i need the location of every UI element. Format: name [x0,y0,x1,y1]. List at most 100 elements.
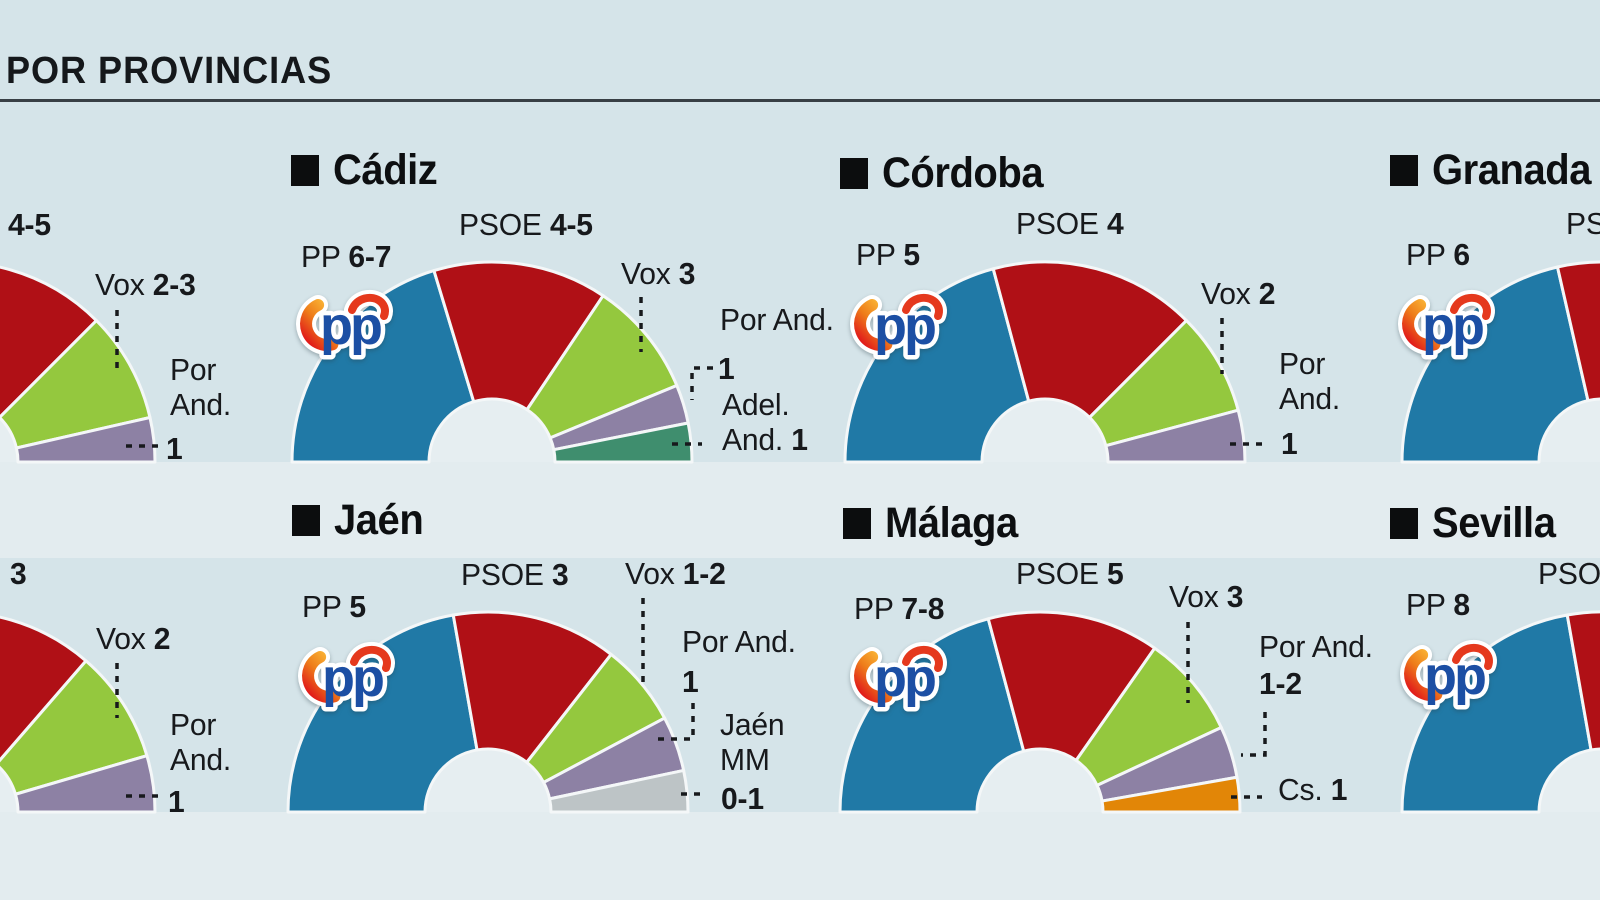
jaen-label-5: Jaén MM [720,707,785,778]
jaen-segment-pp [286,613,479,814]
cordoba-label-3: Por And. [1279,346,1340,416]
granada-donut-hole [1539,399,1600,462]
jaen-segment-jae-n-mm [548,768,690,814]
province-title-jaen: Jaén [292,496,430,545]
sevilla-segment-psoe [1565,610,1600,752]
malaga-leader-line-1 [1241,712,1267,757]
malaga-label-5: Cs. 1 [1278,772,1347,807]
svg-text:pp: pp [322,648,383,708]
sevilla-label-1: PSO [1538,556,1600,591]
title-square-icon [291,155,319,186]
huelva-segment-psoe [0,615,88,763]
seat-count: 1 [682,664,699,699]
party-name: PP [1406,237,1454,272]
party-name: PP [301,239,349,274]
party-name: Por [1279,346,1326,381]
malaga-segment-psoe [986,610,1157,762]
party-name: Jaén [720,707,785,742]
seat-count: 0-1 [721,781,764,816]
province-title-text: Cádiz [333,146,438,194]
party-name: Por [170,707,217,742]
almeria-label-1: Vox 2-3 [95,267,196,302]
party-name: Por [170,352,217,387]
sevilla-segment-pp [1400,613,1593,814]
cadiz-label-2: Vox 3 [621,256,695,291]
huelva-label-0: 3 [10,556,27,591]
party-name: Por And. [1259,629,1373,664]
party-name: PS [1566,206,1600,241]
granada-pp-logo: pp pp [1398,289,1495,360]
malaga-donut-hole [977,749,1103,812]
granada-segment-psoe [1556,260,1600,403]
cadiz-pp-logo: pp pp [296,289,393,360]
cadiz-leader-line-1 [690,366,713,400]
cordoba-pp-logo: pp pp [850,289,947,360]
seat-count: 4 [1106,206,1124,241]
cordoba-segment-pp [843,267,1031,464]
seat-count: 2 [153,621,171,656]
svg-text:pp: pp [320,296,381,356]
title-square-icon [843,508,871,539]
huelva-donut-hole [0,768,18,812]
province-title-cadiz: Cádiz [291,146,445,195]
svg-text:pp: pp [874,648,935,708]
seat-count: 3 [678,256,696,291]
seat-count: 6-7 [348,239,392,274]
huelva-label-2: Por And. [170,707,231,777]
granada-label-0: PP 6 [1406,237,1470,272]
seat-count: 6 [1453,237,1470,272]
province-title-cordoba: Córdoba [840,149,1055,198]
malaga-label-3: Por And. [1259,629,1373,664]
party-name: Vox [96,621,154,656]
province-title-text: Granada [1432,146,1592,194]
title-square-icon [1390,508,1418,539]
party-name: PSOE [461,557,552,592]
seat-count: 5 [349,589,366,624]
malaga-segment-pp [838,617,1026,814]
party-name: Vox [621,256,679,291]
party-name: PP [856,237,904,272]
svg-text:pp: pp [1424,646,1485,706]
party-name: Cs. [1278,772,1331,807]
sevilla-pp-logo: pp pp [1400,639,1497,710]
party-name: PSOE [1016,206,1107,241]
malaga-pp-logo: pp pp [850,641,947,712]
province-title-sevilla: Sevilla [1390,499,1565,548]
cadiz-label-5: Adel. And. 1 [722,387,808,457]
cadiz-label-3: Por And. [720,302,834,337]
cordoba-label-1: PSOE 4 [1016,206,1124,241]
title-square-icon [840,158,868,189]
granada-segment-pp [1400,265,1590,464]
party-name: Adel. [722,387,790,422]
party-name: Por And. [682,624,796,659]
huelva-segment-por-and [13,754,157,814]
party-name: Vox [1169,579,1227,614]
cordoba-label-0: PP 5 [856,237,920,272]
cordoba-label-4: 1 [1281,426,1298,461]
huelva-label-1: Vox 2 [96,621,170,656]
party-name: Vox [95,267,153,302]
title-rule [0,99,1600,102]
party-name: PSO [1538,556,1600,591]
cordoba-label-2: Vox 2 [1201,276,1275,311]
province-title-granada: Granada [1390,146,1600,195]
seat-count: 8 [1453,587,1470,622]
seat-count: 2-3 [152,267,196,302]
cadiz-label-1: PSOE 4-5 [459,207,593,242]
party-name: PSOE [459,207,550,242]
background-band-mid [0,462,1600,558]
sevilla-label-0: PP 8 [1406,587,1470,622]
jaen-label-4: 1 [682,664,699,699]
cadiz-segment-psoe [432,260,605,412]
party-name: And. [170,742,232,778]
seat-count: 1-2 [682,556,726,591]
party-name: And. [722,422,792,458]
svg-text:pp: pp [1422,296,1483,356]
sevilla-donut-hole [1539,749,1600,812]
seat-count: 1 [718,351,735,386]
almeria-segment-por-and [14,415,157,464]
party-name: MM [720,742,770,778]
seat-count: 1 [1281,426,1298,461]
